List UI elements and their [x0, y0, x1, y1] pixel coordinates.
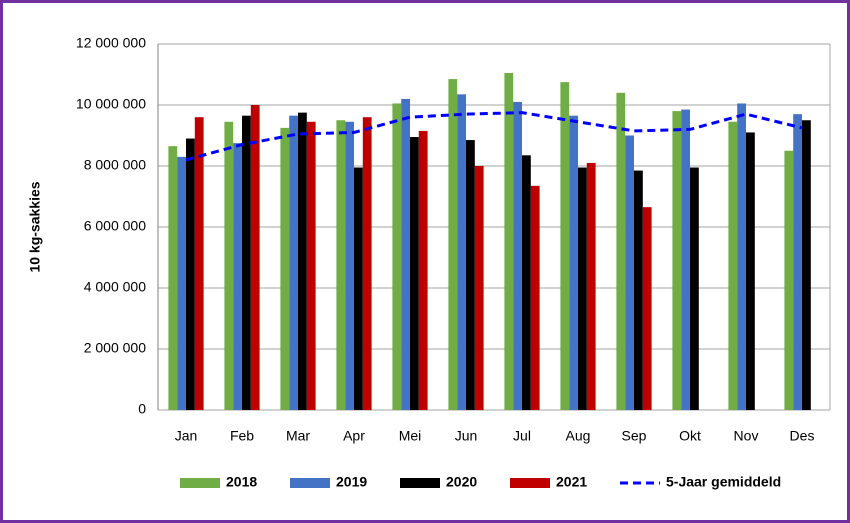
x-tick-label: Mar: [286, 428, 310, 444]
bar: [746, 132, 755, 410]
legend-label: 2021: [556, 474, 587, 490]
bar: [168, 146, 178, 411]
y-tick-label: 2 000 000: [84, 340, 146, 356]
bar: [392, 103, 402, 410]
bar: [616, 92, 626, 411]
legend-label: 2018: [226, 474, 257, 490]
x-tick-label: Mei: [399, 428, 422, 444]
bar: [362, 117, 372, 410]
bar: [242, 115, 251, 411]
bar: [250, 105, 260, 410]
bar: [345, 121, 354, 411]
bar: [401, 98, 410, 411]
legend-label: 2019: [336, 474, 367, 490]
bar: [642, 207, 652, 410]
bar: [354, 167, 363, 410]
bar: [522, 155, 531, 410]
bar: [784, 150, 794, 410]
x-tick-label: Aug: [566, 428, 591, 444]
bar: [418, 130, 428, 411]
bar: [737, 103, 746, 410]
x-tick-label: Jan: [175, 428, 198, 444]
x-tick-label: Jul: [513, 428, 531, 444]
y-tick-label: 0: [138, 401, 146, 417]
legend-label: 2020: [446, 474, 477, 490]
bar: [513, 101, 522, 410]
legend-swatch: [510, 478, 550, 488]
bar: [177, 156, 186, 410]
bar: [289, 115, 298, 411]
bar: [448, 79, 458, 410]
y-tick-label: 6 000 000: [84, 218, 146, 234]
x-tick-label: Des: [790, 428, 815, 444]
bar: [194, 117, 204, 410]
bar: [530, 185, 540, 410]
bar: [224, 121, 234, 411]
bar: [690, 167, 699, 410]
x-tick-label: Apr: [343, 428, 365, 444]
bar: [306, 121, 316, 411]
bar: [672, 111, 682, 410]
bar: [569, 115, 578, 411]
y-axis-label: 10 kg-sakkies: [27, 181, 43, 272]
legend-swatch: [400, 478, 440, 488]
x-tick-label: Jun: [455, 428, 478, 444]
bar: [793, 114, 802, 411]
bar: [634, 170, 643, 410]
bar: [586, 162, 596, 410]
y-tick-label: 12 000 000: [76, 35, 146, 51]
bar: [298, 112, 307, 410]
x-tick-label: Okt: [679, 428, 701, 444]
line-series: [185, 111, 803, 162]
bar: [802, 120, 811, 410]
x-tick-label: Nov: [734, 428, 759, 444]
bar: [728, 121, 738, 411]
bar: [186, 138, 195, 411]
legend-swatch: [290, 478, 330, 488]
bar: [280, 127, 290, 410]
bar: [410, 137, 419, 410]
y-tick-label: 4 000 000: [84, 279, 146, 295]
bar: [474, 166, 484, 410]
bar: [336, 120, 346, 410]
bar: [560, 82, 570, 410]
legend-label: 5-Jaar gemiddeld: [666, 474, 781, 490]
bar: [233, 143, 242, 410]
bar: [681, 109, 690, 410]
bar: [578, 167, 587, 410]
x-tick-label: Sep: [622, 428, 647, 444]
bar: [466, 140, 475, 410]
bar: [625, 135, 634, 410]
bar: [457, 94, 466, 410]
bar: [504, 72, 514, 410]
legend-swatch: [180, 478, 220, 488]
x-tick-label: Feb: [230, 428, 254, 444]
y-tick-label: 8 000 000: [84, 157, 146, 173]
y-tick-label: 10 000 000: [76, 96, 146, 112]
